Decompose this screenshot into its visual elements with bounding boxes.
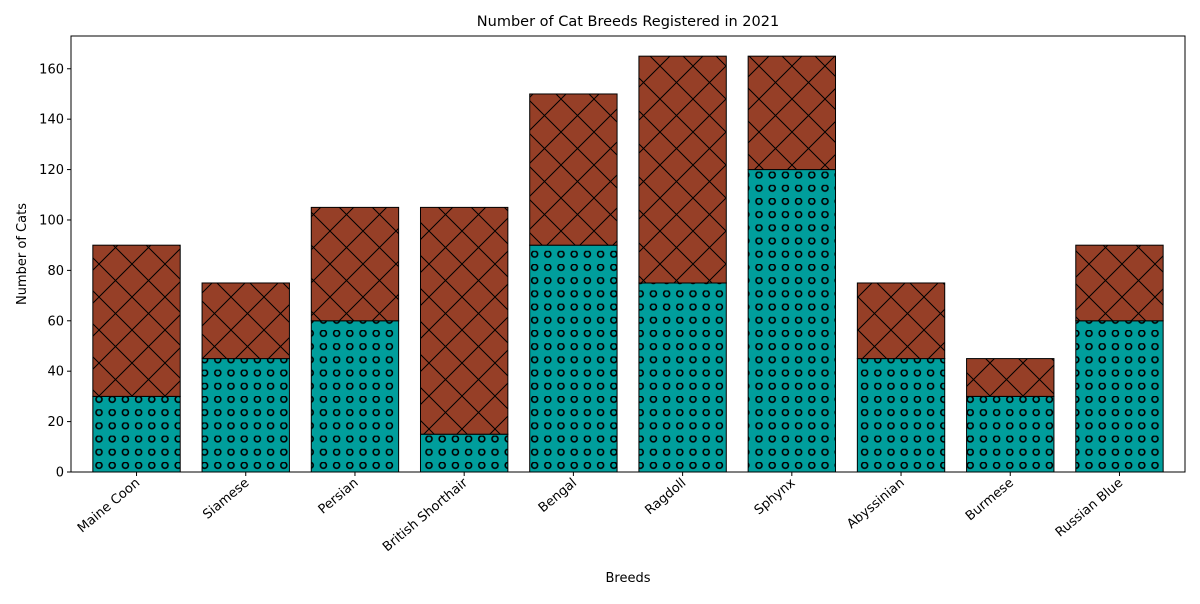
bar-lower-maine-coon	[92, 395, 181, 473]
x-tick-label: Persian	[316, 476, 362, 518]
bar-lower-burmese	[966, 395, 1055, 473]
y-axis: 0 20 40 60 80 100 120 140 160	[39, 62, 71, 481]
chart-title: Number of Cat Breeds Registered in 2021	[477, 14, 779, 30]
bar-upper-siamese	[201, 282, 290, 360]
bar-upper-bengal	[529, 93, 618, 246]
x-axis: Maine Coon Siamese Persian British Shorthai…	[75, 472, 1126, 555]
y-tick-label: 0	[56, 466, 64, 481]
bar-upper-maine-coon	[92, 244, 181, 397]
bar-upper-abyssinian	[856, 282, 946, 360]
y-tick-label: 140	[39, 113, 64, 128]
x-tick-label: Sphynx	[752, 475, 799, 518]
x-tick-label: Abyssinian	[844, 476, 907, 533]
bar-lower-ragdoll	[638, 282, 727, 473]
bar-upper-sphynx	[747, 55, 837, 171]
bar-upper-persian	[310, 206, 400, 322]
bar-lower-british-shorthair	[419, 433, 509, 473]
y-tick-label: 40	[47, 365, 64, 380]
bar-lower-siamese	[201, 358, 290, 473]
bars-layer	[92, 55, 1164, 473]
x-tick-label: British Shorthair	[380, 475, 471, 555]
bar-lower-bengal	[529, 244, 618, 473]
y-tick-label: 120	[39, 163, 64, 178]
bar-lower-sphynx	[747, 169, 837, 473]
y-tick-label: 20	[47, 415, 64, 430]
y-tick-label: 60	[47, 314, 64, 329]
bar-upper-ragdoll	[638, 55, 727, 284]
x-tick-label: Bengal	[536, 476, 580, 516]
x-tick-label: Siamese	[200, 476, 252, 523]
bar-lower-russian-blue	[1075, 320, 1164, 473]
bar-upper-british-shorthair	[419, 206, 509, 435]
x-axis-label: Breeds	[606, 571, 651, 586]
plot-area-frame	[70, 35, 1186, 473]
y-axis-label: Number of Cats	[15, 203, 30, 305]
y-tick-label: 100	[39, 213, 64, 228]
x-tick-label: Ragdoll	[642, 476, 689, 519]
y-tick-label: 80	[47, 264, 64, 279]
bar-upper-burmese	[966, 358, 1055, 397]
x-tick-label: Russian Blue	[1053, 476, 1126, 541]
bar-lower-abyssinian	[856, 358, 946, 473]
y-tick-label: 160	[39, 62, 64, 77]
x-tick-label: Burmese	[963, 476, 1017, 525]
x-tick-label: Maine Coon	[75, 476, 143, 537]
bar-lower-persian	[310, 320, 400, 473]
bar-upper-russian-blue	[1075, 244, 1164, 322]
